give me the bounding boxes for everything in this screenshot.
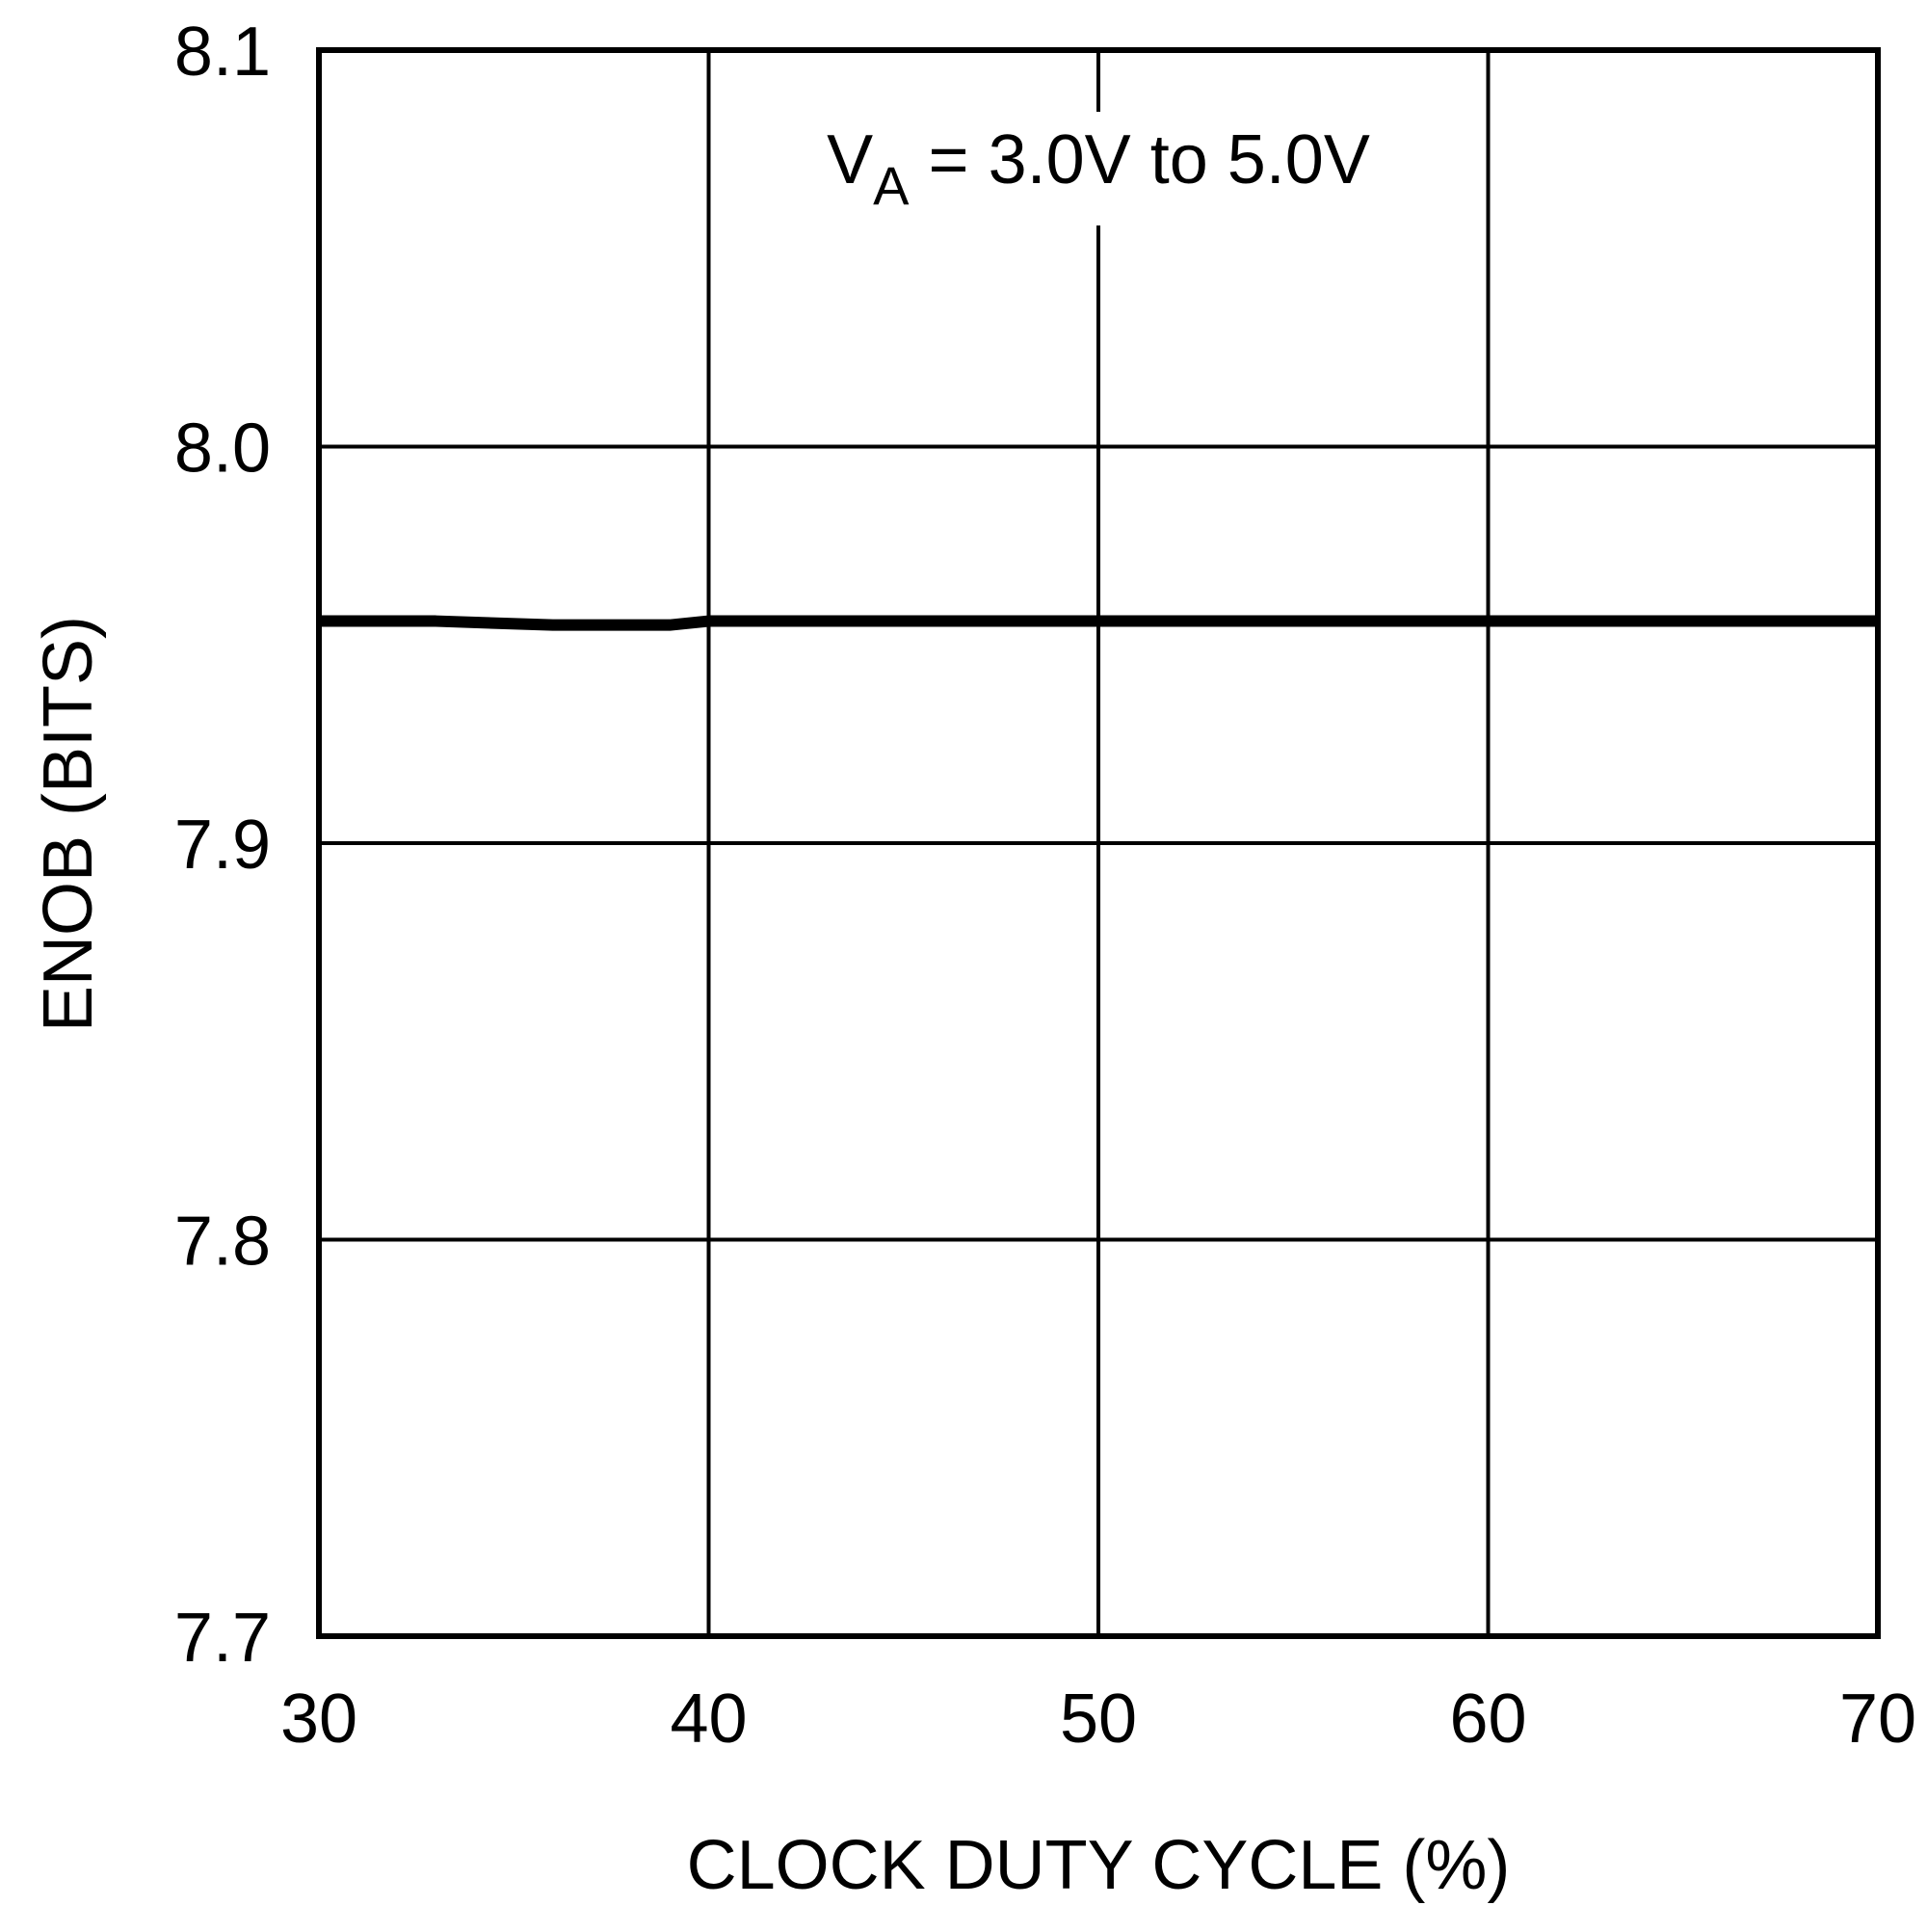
tick-labels: 30 40 50 60 70 7.7 7.8 7.9 8.0 8.1: [174, 13, 1916, 1758]
annotation-rest: = 3.0V to 5.0V: [910, 121, 1370, 198]
annotation-subscript: A: [873, 155, 910, 216]
y-axis-title: ENOB (BITS): [30, 616, 107, 1032]
y-tick-label: 8.1: [174, 13, 271, 91]
x-tick-label: 60: [1449, 1681, 1526, 1758]
y-tick-label: 7.7: [174, 1600, 271, 1677]
x-axis-title: CLOCK DUTY CYCLE (%): [687, 1827, 1511, 1904]
y-tick-label: 8.0: [174, 410, 271, 488]
annotation-background: [813, 112, 1384, 225]
grid: [319, 50, 1878, 1636]
x-tick-label: 30: [280, 1681, 357, 1758]
x-tick-label: 70: [1839, 1681, 1916, 1758]
y-tick-label: 7.9: [174, 807, 271, 884]
x-tick-label: 50: [1060, 1681, 1137, 1758]
plot-frame: [316, 47, 1881, 1639]
annotation: VA = 3.0V to 5.0V: [827, 121, 1370, 216]
x-tick-label: 40: [670, 1681, 747, 1758]
annotation-main: V: [827, 121, 873, 198]
series-line: [319, 615, 1878, 631]
y-tick-label: 7.8: [174, 1204, 271, 1281]
series-layer: [319, 615, 1878, 631]
